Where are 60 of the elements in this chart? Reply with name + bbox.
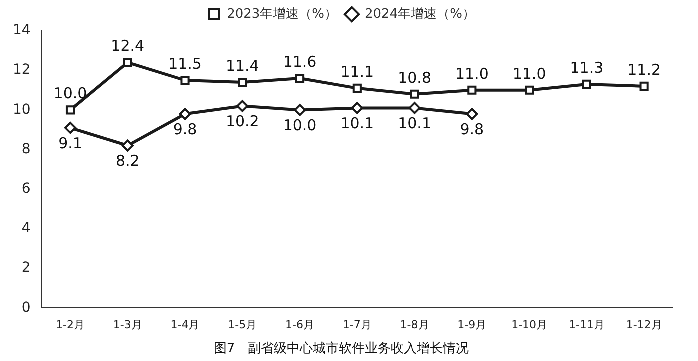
- point: [468, 86, 477, 95]
- data-label: 11.4: [226, 56, 260, 75]
- text: 图7 副省级中心城市软件业务收入增长情况: [214, 340, 470, 357]
- x-tick-label: 1-11月: [568, 318, 605, 332]
- data-label: 11.2: [628, 60, 662, 79]
- data-label: 12.4: [111, 37, 145, 56]
- point: [351, 102, 364, 114]
- point: [179, 108, 192, 120]
- x-tick-label: 1-6月: [286, 318, 315, 332]
- data-label: 10.1: [398, 114, 432, 133]
- data-label: 11.1: [340, 62, 374, 81]
- point: [64, 122, 77, 134]
- point: [295, 74, 305, 84]
- x-tick-label: 1-8月: [400, 318, 430, 332]
- data-label: 10.1: [340, 114, 374, 133]
- point: [640, 82, 649, 91]
- data-label: 8.2: [116, 152, 140, 170]
- y-tick-label: 10: [12, 102, 31, 118]
- y-tick-label: 0: [22, 300, 31, 316]
- x-tick-label: 1-10月: [512, 318, 548, 332]
- x-tick-label: 1-5月: [228, 318, 258, 332]
- y-tick-label: 4: [22, 220, 31, 237]
- point: [294, 104, 306, 116]
- data-label: 9.1: [58, 134, 82, 152]
- data-label: 10.0: [54, 84, 88, 103]
- y-tick-label: 14: [12, 22, 31, 39]
- data-label: 11.6: [283, 52, 317, 71]
- point: [408, 102, 421, 114]
- point: [123, 58, 132, 68]
- legend-label: 2024年增速（%）: [365, 6, 476, 22]
- data-label: 11.0: [455, 64, 489, 83]
- y-tick-label: 6: [22, 181, 31, 198]
- data-label: 9.8: [173, 120, 198, 139]
- point: [180, 76, 190, 86]
- x-tick-label: 1-2月: [56, 318, 85, 332]
- point: [66, 106, 76, 115]
- point: [122, 140, 134, 152]
- y-tick-label: 12: [12, 62, 31, 78]
- data-label: 10.8: [398, 68, 432, 87]
- point: [466, 108, 478, 120]
- point: [525, 86, 534, 95]
- data-label: 11.0: [512, 64, 546, 83]
- x-tick-label: 1-7月: [342, 318, 372, 332]
- y-tick-label: 8: [22, 141, 31, 158]
- point: [582, 80, 592, 89]
- legend-label: 2023年增速（%）: [227, 6, 338, 22]
- data-label: 10.2: [226, 112, 260, 131]
- x-tick-label: 1-12月: [626, 318, 662, 332]
- data-label: 11.3: [570, 58, 604, 77]
- y-tick-label: 2: [22, 260, 31, 276]
- data-label: 11.5: [168, 54, 202, 73]
- point: [410, 90, 420, 99]
- point: [238, 78, 248, 88]
- point: [352, 84, 362, 93]
- x-tick-label: 1-9月: [458, 318, 487, 332]
- point: [236, 100, 249, 112]
- x-tick-label: 1-3月: [113, 318, 142, 332]
- data-label: 9.8: [460, 120, 484, 139]
- x-tick-label: 1-4月: [170, 318, 200, 332]
- data-label: 10.0: [283, 116, 317, 135]
